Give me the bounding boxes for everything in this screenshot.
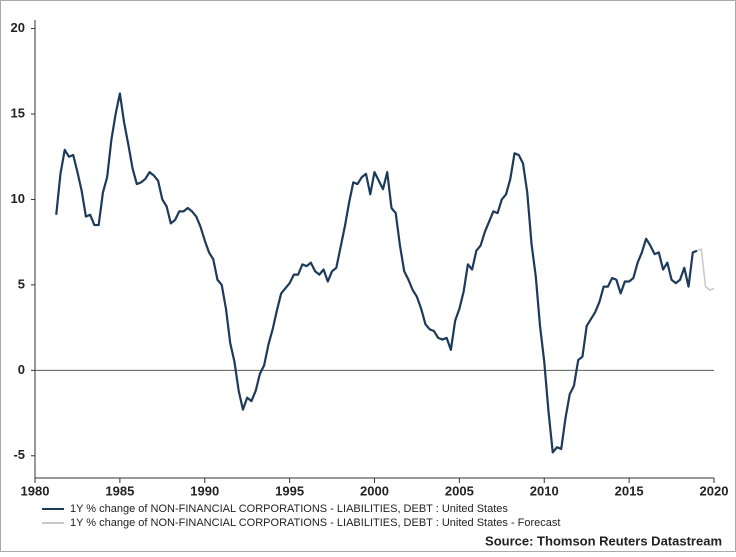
legend-label: 1Y % change of NON-FINANCIAL CORPORATION… bbox=[70, 503, 508, 515]
x-tick-label: 2000 bbox=[360, 483, 389, 498]
legend-label: 1Y % change of NON-FINANCIAL CORPORATION… bbox=[70, 517, 560, 529]
x-tick-label: 1995 bbox=[275, 483, 304, 498]
x-tick-label: 1980 bbox=[21, 483, 50, 498]
y-tick-label: 20 bbox=[11, 20, 25, 35]
x-tick-label: 1985 bbox=[105, 483, 134, 498]
source: Source: Thomson Reuters Datastream bbox=[485, 533, 722, 548]
y-tick-label: 0 bbox=[18, 362, 25, 377]
y-tick-label: -5 bbox=[13, 447, 25, 462]
y-tick-label: 15 bbox=[11, 105, 25, 120]
x-tick-label: 1990 bbox=[190, 483, 219, 498]
x-tick-label: 2020 bbox=[700, 483, 729, 498]
x-tick-label: 2015 bbox=[615, 483, 644, 498]
series-line bbox=[55, 92, 698, 454]
x-tick-label: 2010 bbox=[530, 483, 559, 498]
y-tick-label: 5 bbox=[18, 276, 25, 291]
series-line bbox=[696, 248, 715, 291]
y-tick-label: 10 bbox=[11, 191, 25, 206]
x-tick-label: 2005 bbox=[445, 483, 474, 498]
